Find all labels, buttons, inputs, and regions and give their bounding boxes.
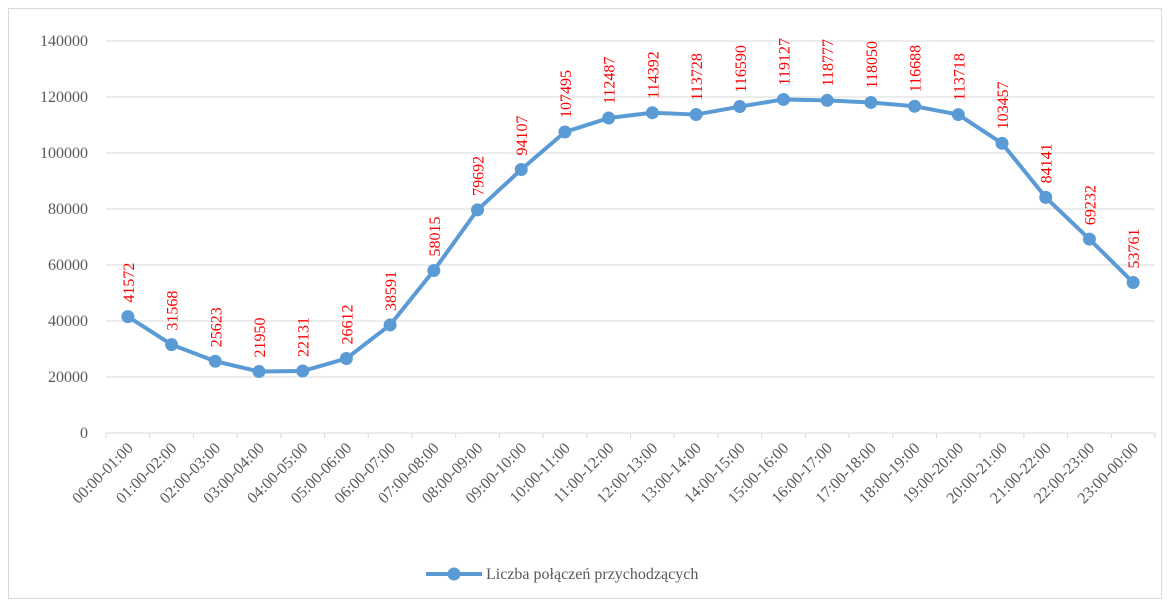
data-label: 58015 bbox=[427, 217, 444, 257]
y-tick-label: 0 bbox=[80, 425, 88, 442]
data-point bbox=[602, 111, 616, 125]
data-point bbox=[820, 93, 834, 107]
data-point bbox=[864, 95, 878, 109]
data-point bbox=[951, 108, 965, 122]
data-label: 113728 bbox=[689, 53, 706, 100]
data-label: 112487 bbox=[602, 57, 619, 104]
data-point bbox=[165, 338, 179, 352]
data-point bbox=[252, 365, 266, 379]
data-point bbox=[1126, 275, 1140, 289]
chart-border bbox=[8, 8, 1162, 599]
data-label: 107495 bbox=[558, 70, 575, 118]
data-point bbox=[995, 136, 1009, 150]
data-label: 26612 bbox=[339, 304, 356, 344]
data-label: 118050 bbox=[864, 41, 881, 88]
legend-marker bbox=[447, 567, 461, 581]
data-label: 38591 bbox=[383, 271, 400, 311]
data-label: 69232 bbox=[1082, 185, 1099, 225]
data-label: 21950 bbox=[252, 318, 269, 358]
data-point bbox=[1039, 190, 1053, 204]
data-label: 113718 bbox=[951, 53, 968, 100]
data-label: 79692 bbox=[471, 156, 488, 196]
y-tick-label: 140000 bbox=[40, 33, 88, 50]
y-tick-label: 20000 bbox=[48, 369, 88, 386]
data-label: 118777 bbox=[820, 39, 837, 86]
data-label: 41572 bbox=[121, 263, 138, 303]
series-line bbox=[126, 97, 1135, 374]
data-point bbox=[471, 203, 485, 217]
data-label: 116688 bbox=[908, 45, 925, 92]
y-tick-label: 40000 bbox=[48, 313, 88, 330]
data-point bbox=[908, 99, 922, 113]
data-label: 53761 bbox=[1126, 228, 1143, 268]
data-point bbox=[514, 163, 528, 177]
data-point bbox=[689, 108, 703, 122]
y-tick-label: 120000 bbox=[40, 89, 88, 106]
data-point bbox=[296, 364, 310, 378]
data-label: 25623 bbox=[208, 307, 225, 347]
data-label: 114392 bbox=[645, 51, 662, 98]
data-point bbox=[383, 318, 397, 332]
data-point bbox=[427, 264, 441, 278]
data-label: 116590 bbox=[733, 45, 750, 92]
data-point bbox=[1082, 232, 1096, 246]
data-point bbox=[339, 351, 353, 365]
data-label: 84141 bbox=[1039, 143, 1056, 183]
data-point bbox=[645, 106, 659, 120]
data-point bbox=[776, 92, 790, 106]
data-label: 22131 bbox=[296, 317, 313, 357]
y-tick-label: 100000 bbox=[40, 145, 88, 162]
data-label: 119127 bbox=[776, 38, 793, 85]
y-tick-label: 60000 bbox=[48, 257, 88, 274]
data-label: 94107 bbox=[514, 116, 531, 156]
data-point bbox=[121, 310, 135, 324]
data-point bbox=[558, 125, 572, 139]
data-label: 31568 bbox=[165, 291, 182, 331]
legend-label: Liczba połączeń przychodzących bbox=[486, 566, 698, 583]
data-point bbox=[733, 100, 747, 114]
data-label: 103457 bbox=[995, 81, 1012, 129]
data-point bbox=[208, 354, 222, 368]
y-tick-label: 80000 bbox=[48, 201, 88, 218]
